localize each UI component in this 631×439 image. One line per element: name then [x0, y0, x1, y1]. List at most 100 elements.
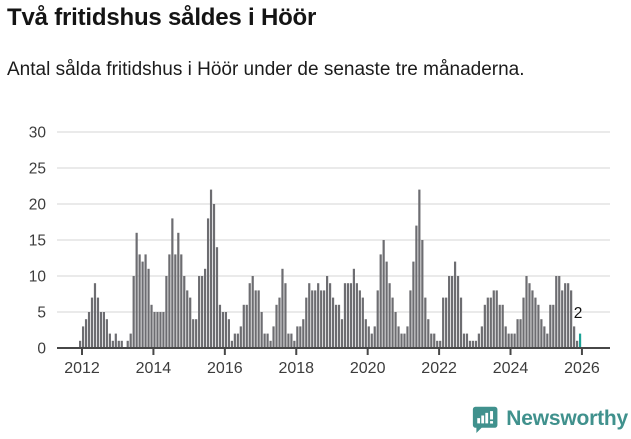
bar-2012-05: [93, 283, 97, 348]
bar-2023-10: [501, 304, 504, 348]
bar-2021-09: [427, 319, 430, 348]
bar-2013-08: [138, 254, 141, 348]
bar-2017-11: [290, 333, 293, 348]
newsworthy-wordmark: Newsworthy: [506, 407, 628, 430]
bar-2022-02: [442, 297, 445, 348]
bar-2024-10: [537, 304, 540, 348]
y-tick-label-5: 5: [37, 305, 46, 322]
bar-2018-02: [299, 326, 302, 348]
bar-2023-07: [492, 290, 495, 348]
bar-2015-09: [212, 204, 216, 348]
bar-2017-06: [275, 304, 278, 348]
x-tick-label-2012: 2012: [64, 360, 100, 377]
bar-2017-05: [272, 326, 275, 348]
speech-bubble-shape: [472, 406, 498, 434]
bar-2020-03: [373, 326, 376, 348]
bar-2021-07: [421, 240, 424, 348]
bar-2025-05: [558, 276, 561, 348]
bar-2019-04: [340, 319, 344, 348]
bar-2023-08: [495, 290, 498, 348]
bar-2014-10: [180, 254, 183, 348]
bar-2015-07: [206, 218, 210, 348]
bar-2014-02: [156, 312, 159, 348]
bar-2018-09: [320, 290, 323, 348]
bar-2017-12: [293, 340, 296, 348]
bar-2023-04: [483, 304, 486, 348]
bar-2023-02: [477, 333, 480, 348]
bar-2018-06: [311, 290, 314, 348]
bar-2015-10: [215, 247, 219, 348]
bar-2011-12: [79, 340, 82, 348]
bar-2022-03: [445, 297, 448, 348]
bar-2016-07: [242, 304, 245, 348]
bar-2019-07: [349, 283, 353, 348]
bar-2012-09: [105, 319, 108, 348]
page-title: Två fritidshus såldes i Höör: [7, 4, 317, 31]
bar-2017-02: [263, 333, 266, 348]
bar-2016-05: [236, 333, 239, 348]
bar-2021-04: [412, 261, 415, 348]
bar-2019-05: [343, 283, 347, 348]
bar-chart: 0 5 10 15 20 25 30 2012 2014 2016 2018 2020 2022 2024…: [29, 125, 610, 377]
bar-2021-06: [418, 189, 421, 348]
bar-2017-03: [266, 333, 269, 348]
bar-2023-06: [489, 297, 492, 348]
bar-2017-07: [278, 297, 281, 348]
bar-2014-05: [165, 276, 168, 348]
bar-2018-12: [328, 283, 332, 348]
y-tick-label-20: 20: [29, 197, 47, 214]
bar-2018-04: [305, 297, 308, 348]
bar-2014-04: [162, 312, 165, 348]
bar-2025-08: [567, 283, 570, 348]
bar-2021-11: [433, 333, 436, 348]
y-tick-label-15: 15: [29, 233, 46, 250]
bar-2013-09: [141, 261, 144, 348]
y-tick-label-30: 30: [29, 125, 47, 142]
bar-2014-06: [168, 254, 171, 348]
bar-2021-12: [436, 340, 439, 348]
y-tick-label-10: 10: [29, 269, 47, 286]
bar-2016-10: [251, 276, 254, 348]
bar-2021-10: [430, 333, 433, 348]
bar-2020-10: [394, 312, 397, 348]
bar-2021-08: [424, 297, 427, 348]
bar-2014-11: [183, 276, 186, 348]
bar-2023-11: [504, 326, 507, 348]
bar-2020-08: [388, 283, 391, 348]
bar-2018-05: [308, 283, 311, 348]
x-tick-label-2022: 2022: [421, 360, 457, 377]
bar-2020-01: [367, 326, 370, 348]
bar-2021-05: [415, 225, 418, 348]
bar-2016-11: [254, 290, 257, 348]
bar-2024-07: [528, 283, 531, 348]
bar-2022-06: [453, 261, 457, 348]
bar-2024-08: [531, 290, 534, 348]
newsworthy-logo: Newsworthy: [472, 401, 628, 437]
bar-2017-04: [269, 340, 272, 348]
bar-2012-06: [96, 297, 100, 348]
bar-2019-10: [358, 290, 361, 348]
chart-subtitle: Antal sålda fritidshus i Höör under de s…: [7, 59, 525, 80]
x-tick-label-2014: 2014: [136, 360, 172, 377]
bar-2024-02: [513, 333, 516, 348]
bar-2020-09: [391, 297, 394, 348]
bar-2013-10: [144, 254, 147, 348]
bar-2015-11: [218, 304, 222, 348]
bar-2023-05: [486, 297, 489, 348]
speech-bubble-bar-chart-icon: [472, 406, 498, 434]
bar-2020-06: [382, 240, 385, 348]
bar-2016-06: [239, 326, 242, 348]
bar-2023-09: [498, 304, 501, 348]
bar-2024-09: [534, 297, 537, 348]
bar-2024-11: [540, 319, 543, 348]
x-tick-label-2018: 2018: [278, 360, 314, 377]
x-tick-label-2020: 2020: [350, 360, 386, 377]
bar-2025-04: [555, 276, 558, 348]
bar-2024-03: [516, 319, 519, 348]
bar-2019-03: [337, 304, 341, 348]
bar-2018-03: [302, 319, 305, 348]
bar-2022-07: [456, 276, 460, 348]
x-tick-label-2026: 2026: [564, 360, 600, 377]
bar-2024-05: [522, 297, 525, 348]
